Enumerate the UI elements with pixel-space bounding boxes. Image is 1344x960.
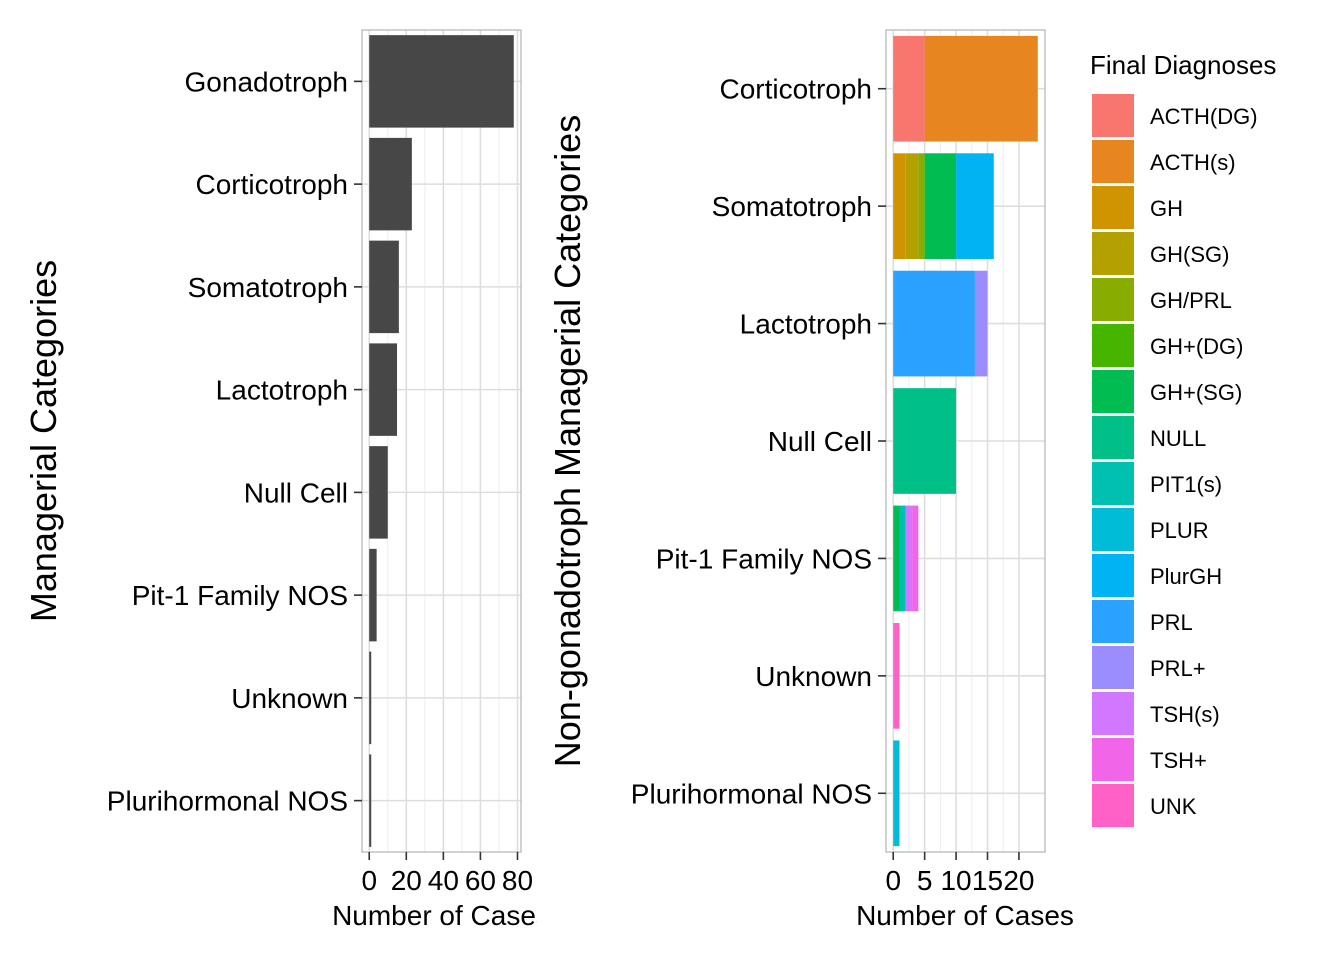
- chart2-stacked-bars: [893, 35, 1038, 847]
- legend-label-tsh-s: TSH(s): [1150, 702, 1220, 727]
- chart2-y-ticks: Corticotroph Somatotroph Lactotroph Null Ce…: [631, 74, 886, 809]
- legend-label-acth-s: ACTH(s): [1150, 150, 1236, 175]
- legend-key-prl: [1092, 600, 1134, 643]
- legend-key-null: [1092, 416, 1134, 459]
- legend-label-gh-sg: GH(SG): [1150, 242, 1229, 267]
- c2-bar-pit-1-family-nos-tsh: [912, 505, 919, 612]
- legend-key-gh-prl: [1092, 278, 1134, 321]
- c1-y-tick-label: Somatotroph: [188, 272, 348, 303]
- c2-x-tick-label: 10: [940, 865, 971, 896]
- c1-bar-gonadotroph: [369, 35, 514, 128]
- legend-key-unk: [1092, 784, 1134, 827]
- c2-y-tick-label: Lactotroph: [740, 309, 872, 340]
- c2-y-tick-label: Somatotroph: [712, 191, 872, 222]
- c2-bar-pit-1-family-nos-tsh-s: [905, 505, 913, 612]
- c2-bar-unknown-unk: [893, 623, 900, 729]
- c2-x-tick-label: 20: [1003, 865, 1034, 896]
- c2-bar-somatotroph-gh-prl: [918, 153, 925, 259]
- c1-y-tick-label: Gonadotroph: [185, 66, 348, 97]
- c1-y-tick-label: Lactotroph: [216, 375, 348, 406]
- legend-key-prl: [1092, 646, 1134, 689]
- c2-bar-lactotroph-prl: [893, 270, 975, 377]
- c2-y-tick-label: Null Cell: [768, 426, 872, 457]
- c1-y-tick-label: Plurihormonal NOS: [107, 786, 348, 817]
- c1-y-tick-label: Pit-1 Family NOS: [132, 580, 348, 611]
- chart1-x-axis-label: Number of Cases: [332, 900, 550, 931]
- legend-label-plur: PLUR: [1150, 518, 1209, 543]
- legend-label-gh-sg: GH+(SG): [1150, 380, 1242, 405]
- chart1-bars: [369, 35, 514, 847]
- legend-key-plur: [1092, 508, 1134, 551]
- chart1-panel-border: [361, 29, 522, 853]
- c1-x-tick-label: 80: [502, 865, 533, 896]
- c1-x-tick-label: 20: [391, 865, 422, 896]
- c1-bar-lactotroph: [369, 343, 398, 436]
- legend-label-plurgh: PlurGH: [1150, 564, 1222, 589]
- legend-items: ACTH(DG) ACTH(s) GH GH(SG) GH/PRL GH+(DG) GH+(…: [1092, 94, 1258, 827]
- c2-bar-plurihormonal-nos-plur: [893, 740, 900, 847]
- legend-key-tsh-s: [1092, 692, 1134, 735]
- c1-y-tick-label: Corticotroph: [195, 169, 348, 200]
- c1-bar-null-cell: [369, 446, 388, 539]
- c2-bar-lactotroph-prl: [974, 270, 988, 377]
- c2-bar-corticotroph-acth-dg: [893, 35, 925, 142]
- chart2-x-axis-label: Number of Cases: [856, 900, 1074, 931]
- legend-label-gh: GH: [1150, 196, 1183, 221]
- c2-x-tick-label: 5: [917, 865, 933, 896]
- c2-bar-corticotroph-acth-s: [924, 35, 1038, 142]
- c1-bar-pit-1-family-nos: [369, 548, 377, 642]
- c2-y-tick-label: Pit-1 Family NOS: [656, 543, 872, 574]
- c1-bar-somatotroph: [369, 240, 399, 334]
- legend-label-null: NULL: [1150, 426, 1206, 451]
- legend-key-acth-s: [1092, 140, 1134, 183]
- c2-y-tick-label: Plurihormonal NOS: [631, 778, 872, 809]
- c2-x-tick-label: 15: [972, 865, 1003, 896]
- legend-label-acth-dg: ACTH(DG): [1150, 104, 1258, 129]
- c2-y-tick-label: Corticotroph: [719, 74, 872, 105]
- legend-label-prl: PRL: [1150, 610, 1193, 635]
- c2-bar-somatotroph-gh-sg: [924, 153, 957, 259]
- legend-label-tsh: TSH+: [1150, 748, 1207, 773]
- legend-key-gh: [1092, 186, 1134, 229]
- legend-title: Final Diagnoses: [1090, 50, 1276, 80]
- legend-key-gh-dg: [1092, 324, 1134, 367]
- legend-label-gh-prl: GH/PRL: [1150, 288, 1232, 313]
- legend-label-gh-dg: GH+(DG): [1150, 334, 1244, 359]
- legend-final-diagnoses: Final Diagnoses ACTH(DG) ACTH(s) GH GH(SG) G…: [1090, 50, 1276, 827]
- legend-key-gh-sg: [1092, 232, 1134, 275]
- c1-bar-plurihormonal-nos: [369, 754, 372, 847]
- c1-x-tick-label: 0: [361, 865, 377, 896]
- c2-bar-pit-1-family-nos-gh-sg: [893, 505, 900, 612]
- c2-bar-pit-1-family-nos-pit1-s: [899, 505, 906, 612]
- c1-bar-unknown: [369, 651, 372, 745]
- legend-key-tsh: [1092, 738, 1134, 781]
- c1-x-tick-label: 40: [428, 865, 459, 896]
- legend-label-pit1-s: PIT1(s): [1150, 472, 1222, 497]
- c2-bar-null-cell-null: [893, 388, 957, 494]
- legend-key-gh-sg: [1092, 370, 1134, 413]
- chart1-x-ticks: 0 20 40 60 80: [361, 852, 533, 896]
- c2-bar-somatotroph-gh: [893, 153, 906, 259]
- c1-y-tick-label: Unknown: [231, 683, 348, 714]
- chart-managerial-categories: Gonadotroph Corticotroph Somatotroph Lactot…: [23, 29, 550, 931]
- legend-key-pit1-s: [1092, 462, 1134, 505]
- chart1-y-ticks: Gonadotroph Corticotroph Somatotroph Lactot…: [107, 66, 362, 817]
- chart1-y-axis-label: Managerial Categories: [23, 260, 64, 622]
- c1-x-tick-label: 60: [465, 865, 496, 896]
- legend-label-prl: PRL+: [1150, 656, 1206, 681]
- legend-key-acth-dg: [1092, 94, 1134, 137]
- chart-non-gonadotroph-categories: Corticotroph Somatotroph Lactotroph Null Ce…: [547, 29, 1074, 931]
- legend-label-unk: UNK: [1150, 794, 1197, 819]
- legend-key-plurgh: [1092, 554, 1134, 597]
- chart2-y-axis-label: Non-gonadotroph Managerial Categories: [547, 115, 588, 767]
- chart2-x-ticks: 0 5 10 15 20: [885, 852, 1034, 896]
- c2-x-tick-label: 0: [885, 865, 901, 896]
- c1-y-tick-label: Null Cell: [244, 477, 348, 508]
- c1-bar-corticotroph: [369, 137, 412, 231]
- c2-bar-somatotroph-plurgh: [956, 153, 994, 259]
- c2-bar-somatotroph-gh-sg: [905, 153, 919, 259]
- c2-y-tick-label: Unknown: [755, 661, 872, 692]
